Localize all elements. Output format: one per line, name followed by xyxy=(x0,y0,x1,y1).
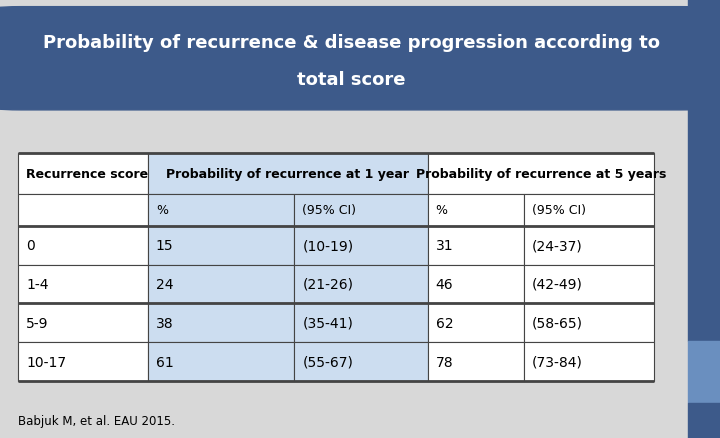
Text: 61: 61 xyxy=(156,355,174,369)
Bar xyxy=(18,304,148,343)
Text: 62: 62 xyxy=(436,316,453,330)
Text: Probability of recurrence at 5 years: Probability of recurrence at 5 years xyxy=(415,167,666,180)
Text: 10-17: 10-17 xyxy=(26,355,66,369)
Text: (42-49): (42-49) xyxy=(532,277,583,291)
Bar xyxy=(18,226,148,265)
Bar xyxy=(428,226,524,265)
Bar xyxy=(294,265,428,304)
Bar xyxy=(18,265,148,304)
Text: %: % xyxy=(156,204,168,217)
Text: (21-26): (21-26) xyxy=(302,277,354,291)
Text: 15: 15 xyxy=(156,239,174,253)
Text: (73-84): (73-84) xyxy=(532,355,583,369)
Bar xyxy=(428,265,524,304)
Bar xyxy=(428,194,524,226)
Bar xyxy=(18,194,148,226)
Text: Probability of recurrence & disease progression according to: Probability of recurrence & disease prog… xyxy=(42,34,660,52)
Text: Recurrence score: Recurrence score xyxy=(26,167,148,180)
Bar xyxy=(148,153,428,194)
Bar xyxy=(294,343,428,381)
Bar xyxy=(148,343,294,381)
Text: (95% CI): (95% CI) xyxy=(532,204,586,217)
Text: 0: 0 xyxy=(26,239,35,253)
Text: Babjuk M, et al. EAU 2015.: Babjuk M, et al. EAU 2015. xyxy=(18,414,175,427)
Bar xyxy=(294,194,428,226)
Bar xyxy=(524,265,654,304)
Bar xyxy=(524,343,654,381)
Text: total score: total score xyxy=(297,71,405,88)
Text: 78: 78 xyxy=(436,355,453,369)
Bar xyxy=(148,226,294,265)
Text: (58-65): (58-65) xyxy=(532,316,583,330)
Text: (35-41): (35-41) xyxy=(302,316,354,330)
Text: Probability of recurrence at 1 year: Probability of recurrence at 1 year xyxy=(166,167,409,180)
Bar xyxy=(524,304,654,343)
FancyBboxPatch shape xyxy=(0,7,720,111)
Bar xyxy=(428,304,524,343)
Bar xyxy=(18,343,148,381)
Bar xyxy=(524,226,654,265)
Text: 46: 46 xyxy=(436,277,453,291)
Bar xyxy=(524,194,654,226)
Bar xyxy=(428,153,654,194)
Bar xyxy=(428,343,524,381)
Bar xyxy=(148,304,294,343)
Bar xyxy=(148,265,294,304)
Text: 24: 24 xyxy=(156,277,174,291)
Bar xyxy=(18,153,148,194)
Text: (24-37): (24-37) xyxy=(532,239,583,253)
Text: 1-4: 1-4 xyxy=(26,277,48,291)
Text: (10-19): (10-19) xyxy=(302,239,354,253)
Text: (55-67): (55-67) xyxy=(302,355,354,369)
Text: (95% CI): (95% CI) xyxy=(302,204,356,217)
Text: %: % xyxy=(436,204,448,217)
Text: 5-9: 5-9 xyxy=(26,316,48,330)
Text: 38: 38 xyxy=(156,316,174,330)
Text: 31: 31 xyxy=(436,239,453,253)
Bar xyxy=(294,304,428,343)
Bar xyxy=(148,194,294,226)
Bar xyxy=(294,226,428,265)
